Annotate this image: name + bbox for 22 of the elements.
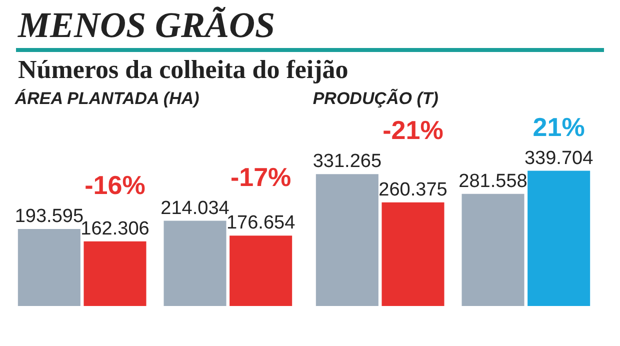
data-label: 193.595 [14, 206, 84, 227]
data-label: 260.375 [378, 179, 448, 200]
bar [230, 236, 292, 306]
bar [164, 220, 226, 306]
data-label: 339.704 [524, 148, 594, 169]
bar [462, 194, 524, 306]
bar [382, 202, 444, 306]
bar [18, 228, 80, 306]
chart-title: ÁREA PLANTADA (HA) [14, 88, 200, 108]
text: 21% [532, 112, 585, 142]
bar [316, 174, 378, 306]
data-label: 176.654 [226, 212, 296, 234]
text: MENOS GRÃOS [16, 4, 276, 46]
bar [528, 170, 590, 306]
text: Números da colheita do feijão [18, 54, 350, 86]
bar [84, 241, 146, 306]
text: -16% [84, 170, 146, 200]
chart-title: PRODUÇÃO (T) [312, 88, 439, 108]
text: -17% [230, 162, 292, 192]
text: -21% [382, 115, 444, 146]
data-label: 331.265 [312, 151, 382, 172]
data-label: 281.558 [458, 170, 528, 192]
